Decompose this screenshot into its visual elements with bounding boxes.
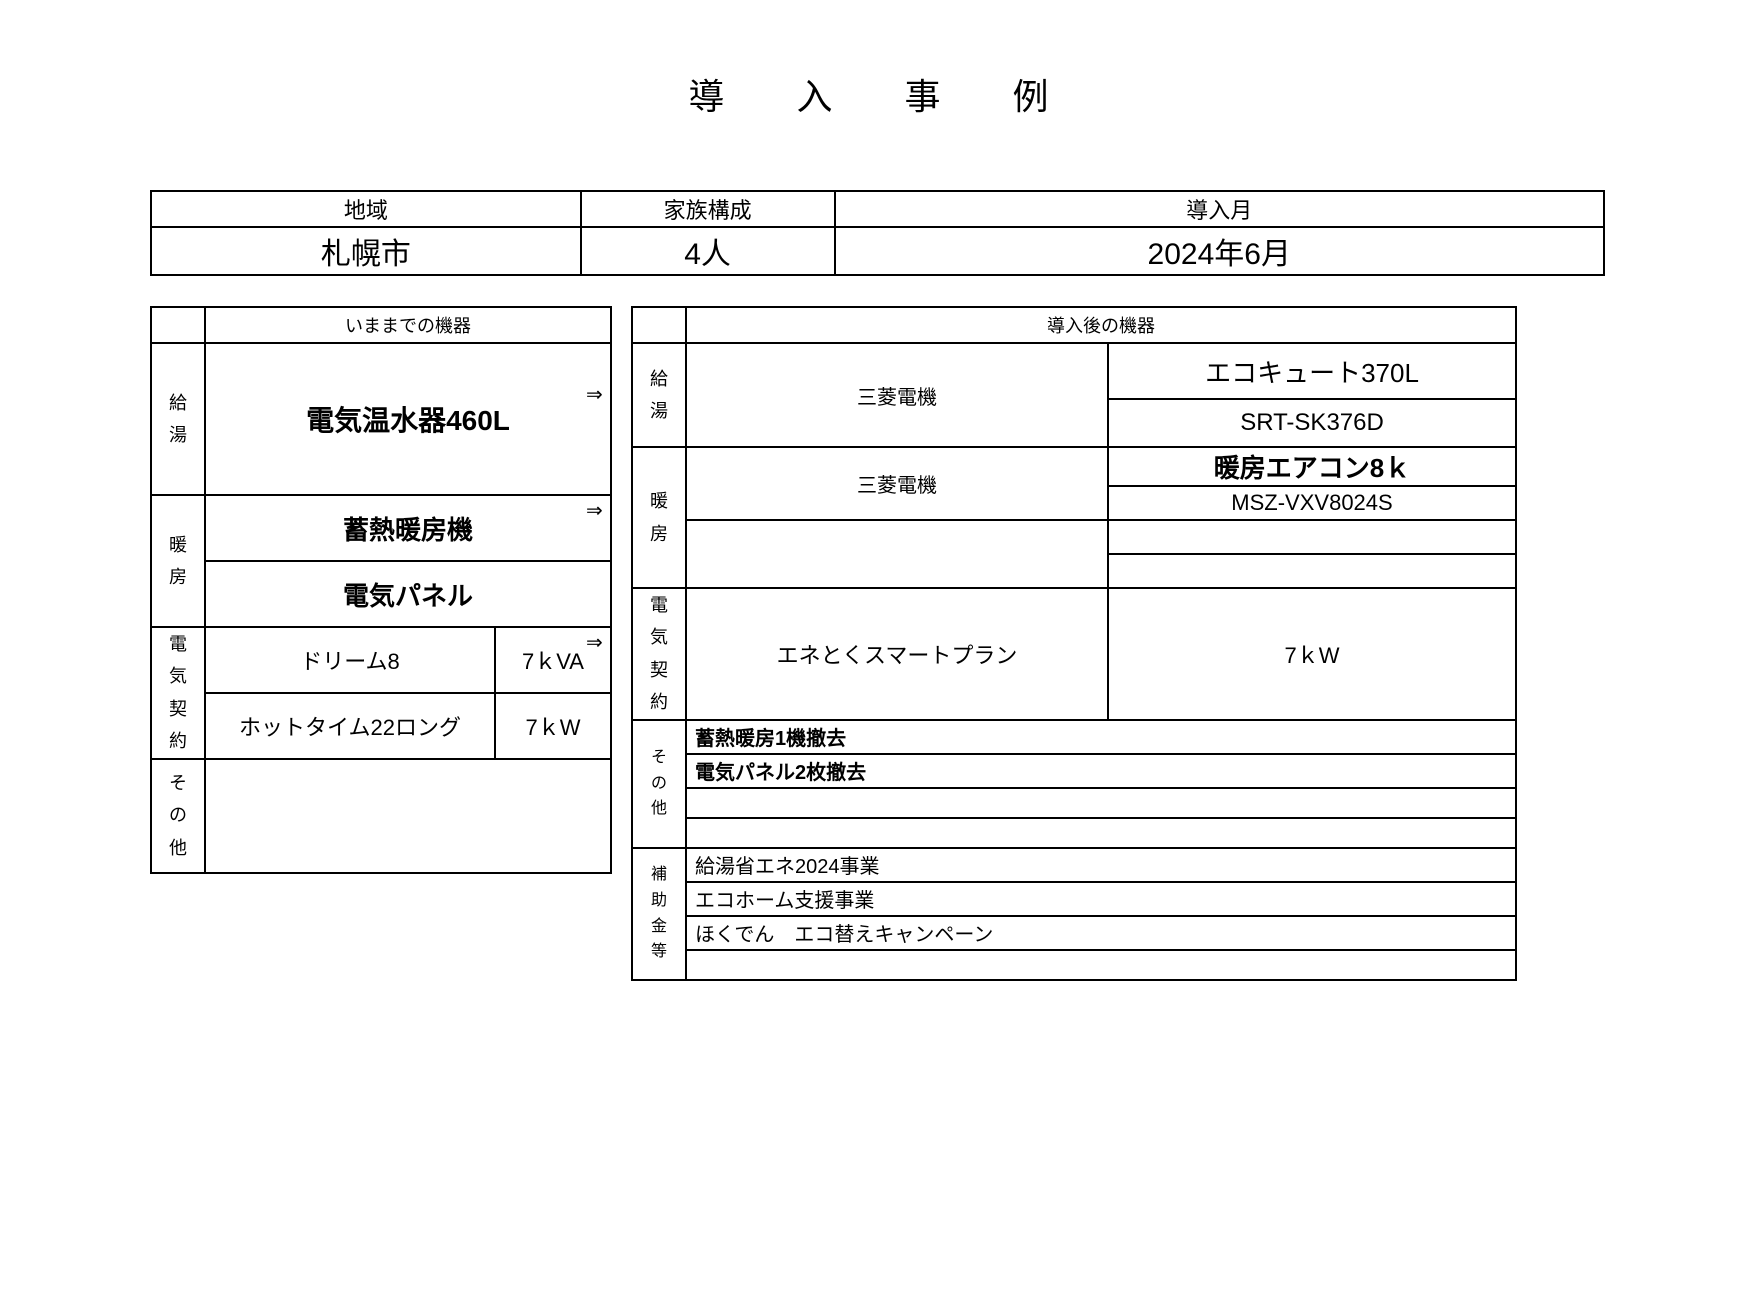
header-region: 地域 [151, 191, 581, 227]
label-sonota-before: その他 [151, 759, 205, 873]
after-other4 [686, 818, 1516, 848]
subsidy4 [686, 950, 1516, 980]
header-family: 家族構成 [581, 191, 835, 227]
arrow-icon: ⇒ [586, 630, 603, 655]
after-kyuto-product: エコキュート370L [1108, 343, 1516, 399]
after-kyuto-maker: 三菱電機 [686, 343, 1108, 447]
after-contract-val: 7ｋW [1108, 588, 1516, 720]
after-danbo-product: 暖房エアコン8ｋ [1108, 447, 1516, 486]
label-keiyaku-before: 電気契約 [151, 627, 205, 759]
subsidy1: 給湯省エネ2024事業 [686, 848, 1516, 882]
before-contract2-val: 7ｋW [495, 693, 611, 759]
arrow-icon: ⇒ [586, 498, 603, 523]
before-other [205, 759, 611, 873]
after-title: 導入後の機器 [686, 307, 1516, 343]
page-title: 導 入 事 例 [0, 68, 1755, 120]
after-contract-name: エネとくスマートプラン [686, 588, 1108, 720]
after-other3 [686, 788, 1516, 818]
label-danbo-before: 暖房 [151, 495, 205, 627]
after-other2: 電気パネル2枚撤去 [686, 754, 1516, 788]
after-danbo-maker2 [686, 520, 1108, 588]
label-hojokin: 補助金等 [632, 848, 686, 980]
label-kyuto-after: 給湯 [632, 343, 686, 447]
before-danbo1: 蓄熱暖房機 [205, 495, 611, 561]
before-table: いままでの機器 給湯 電気温水器460L 暖房 蓄熱暖房機 電気パネル 電気契約… [150, 306, 612, 874]
header-month: 導入月 [835, 191, 1604, 227]
label-danbo-after: 暖房 [632, 447, 686, 588]
subsidy3: ほくでん エコ替えキャンペーン [686, 916, 1516, 950]
after-danbo-model: MSZ-VXV8024S [1108, 486, 1516, 520]
before-title: いままでの機器 [205, 307, 611, 343]
value-month: 2024年6月 [835, 227, 1604, 275]
before-kyuto: 電気温水器460L [205, 343, 611, 495]
arrow-icon: ⇒ [586, 382, 603, 407]
after-other1: 蓄熱暖房1機撤去 [686, 720, 1516, 754]
value-region: 札幌市 [151, 227, 581, 275]
label-sonota-after: その他 [632, 720, 686, 848]
after-danbo-product2 [1108, 520, 1516, 554]
before-danbo2: 電気パネル [205, 561, 611, 627]
label-kyuto-before: 給湯 [151, 343, 205, 495]
before-contract2-name: ホットタイム22ロング [205, 693, 495, 759]
after-kyuto-model: SRT-SK376D [1108, 399, 1516, 447]
after-danbo-model2 [1108, 554, 1516, 588]
label-keiyaku-after: 電気契約 [632, 588, 686, 720]
subsidy2: エコホーム支援事業 [686, 882, 1516, 916]
value-family: 4人 [581, 227, 835, 275]
after-table: 導入後の機器 給湯 三菱電機 エコキュート370L SRT-SK376D 暖房 … [631, 306, 1517, 981]
summary-table: 地域 家族構成 導入月 札幌市 4人 2024年6月 [150, 190, 1605, 276]
after-danbo-maker: 三菱電機 [686, 447, 1108, 520]
before-contract1-name: ドリーム8 [205, 627, 495, 693]
